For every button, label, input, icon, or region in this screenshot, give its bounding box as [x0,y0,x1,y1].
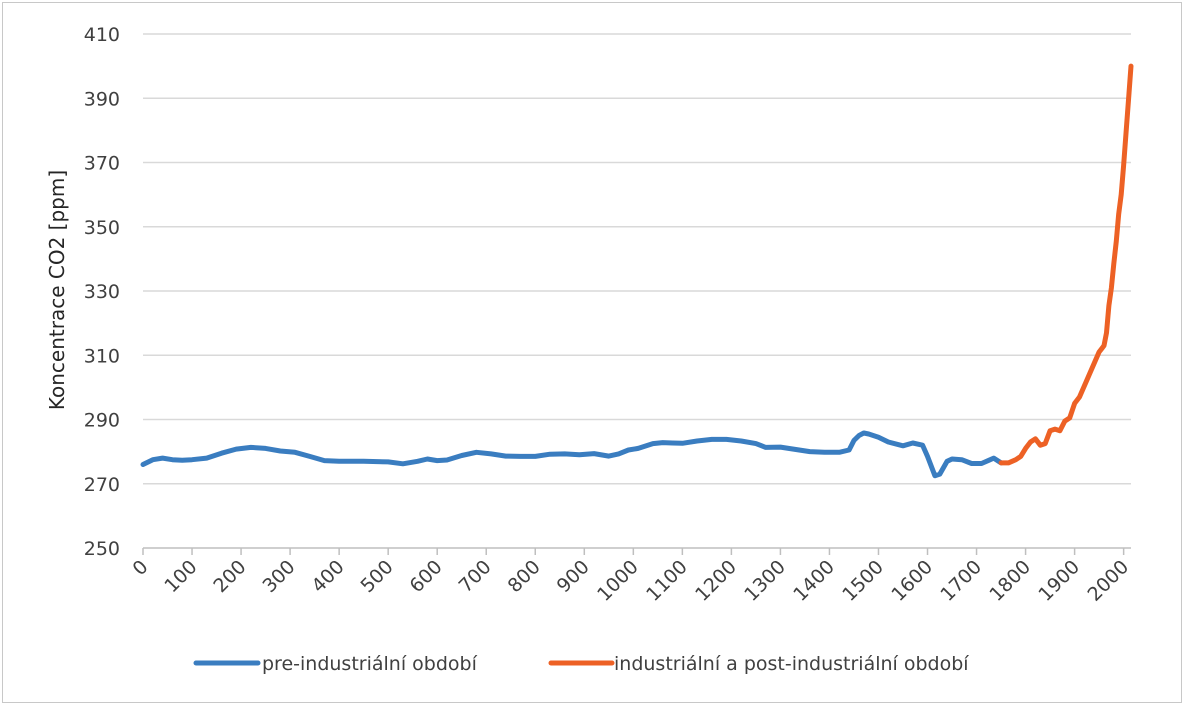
x-tick-label-900: 900 [553,556,594,597]
series-line-0 [140,430,1004,479]
legend-label-pre-industrial: pre-industriální období [262,653,478,675]
x-tick-label-1300: 1300 [740,556,790,606]
x-tick-label-600: 600 [406,556,447,597]
y-axis-ticks: 250 270 290 310 330 350 370 390 410 [84,24,120,560]
x-tick-label-1200: 1200 [691,556,741,606]
x-tick-label-800: 800 [504,556,545,597]
series-line-1 [998,63,1134,466]
y-tick-label-290: 290 [84,410,120,432]
x-tick-label-200: 200 [209,556,250,597]
y-tick-label-310: 310 [84,345,120,367]
legend: pre-industriální období industriální a p… [193,653,969,675]
y-tick-label-350: 350 [84,217,120,239]
x-tick-label-1400: 1400 [789,556,839,606]
x-tick-label-100: 100 [160,556,201,597]
x-tick-label-1100: 1100 [642,556,692,606]
series-lines [140,63,1134,479]
y-tick-label-370: 370 [84,153,120,175]
x-tick-label-1000: 1000 [593,556,643,606]
y-tick-label-410: 410 [84,24,120,46]
y-tick-label-270: 270 [84,474,120,496]
y-axis-title: Koncentrace CO2 [ppm] [45,170,69,410]
x-tick-label-1500: 1500 [838,556,888,606]
x-tick-label-1600: 1600 [887,556,937,606]
x-tick-label-400: 400 [307,556,348,597]
x-tick-label-1700: 1700 [936,556,986,606]
x-tick-label-1900: 1900 [1034,556,1084,606]
x-tick-label-700: 700 [455,556,496,597]
legend-label-industrial: industriální a post-industriální období [614,653,969,675]
y-tick-label-330: 330 [84,281,120,303]
x-tick-label-500: 500 [356,556,397,597]
x-tick-label-300: 300 [258,556,299,597]
x-tick-label-2000: 2000 [1083,556,1133,606]
gridlines [143,33,1131,549]
y-tick-label-390: 390 [84,88,120,110]
y-tick-label-250: 250 [84,538,120,560]
x-tick-label-1800: 1800 [985,556,1035,606]
x-tick-label-0: 0 [128,556,152,580]
x-axis: 0 100 200 300 400 500 600 700 800 900 1000 1100 1200… [128,548,1133,606]
